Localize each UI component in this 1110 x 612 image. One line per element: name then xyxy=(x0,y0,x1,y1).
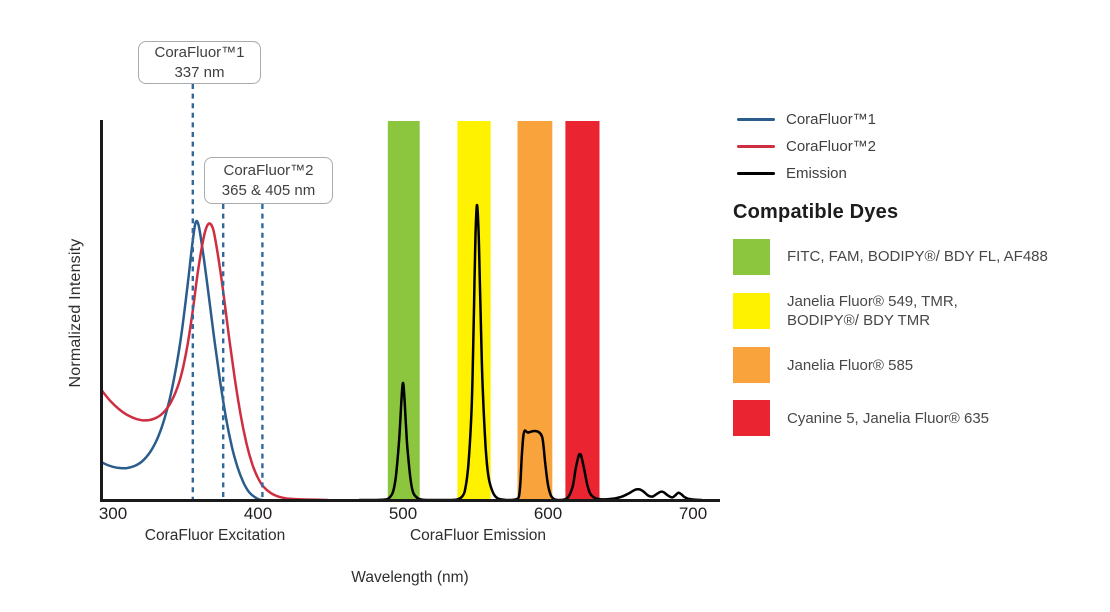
compatible-dyes-panel: Compatible Dyes FITC, FAM, BODIPY®/ BDY … xyxy=(733,201,1093,453)
y-axis-label: Normalized Intensity xyxy=(67,238,84,388)
dye-row-orange: Janelia Fluor® 585 xyxy=(733,347,1093,384)
compatible-dyes-heading: Compatible Dyes xyxy=(733,201,899,223)
dye-row-yellow: Janelia Fluor® 549, TMR, BODIPY®/ BDY TM… xyxy=(733,292,1093,330)
dye-label: Cyanine 5, Janelia Fluor® 635 xyxy=(787,409,989,428)
excitation-wavelength-markers xyxy=(191,84,264,499)
band-green xyxy=(387,121,420,500)
dye-label: Janelia Fluor® 585 xyxy=(787,356,913,375)
dye-label-line: Janelia Fluor® 549, TMR, xyxy=(787,293,958,310)
legend-label: Emission xyxy=(786,165,847,182)
legend: CoraFluor™1 CoraFluor™2 Emission xyxy=(737,110,876,191)
legend-item-corafluor2: CoraFluor™2 xyxy=(737,137,876,156)
legend-label: CoraFluor™1 xyxy=(786,111,877,128)
curve-excitation-1 xyxy=(100,219,264,502)
axes xyxy=(100,120,720,502)
legend-item-corafluor1: CoraFluor™1 xyxy=(737,110,876,129)
callout-corafluor2: CoraFluor™2 365 & 405 nm xyxy=(204,157,333,204)
legend-item-emission: Emission xyxy=(737,164,876,183)
legend-line-sample-blue xyxy=(737,118,775,121)
callout-corafluor2-title: CoraFluor™2 xyxy=(223,161,314,179)
x-axis-label: Wavelength (nm) xyxy=(351,569,469,586)
x-axis-section-label-excitation: CoraFluor Excitation xyxy=(144,527,286,544)
legend-line-sample-red xyxy=(737,145,775,148)
dye-row-red: Cyanine 5, Janelia Fluor® 635 xyxy=(733,400,1093,437)
dye-label-line: BODIPY®/ BDY TMR xyxy=(787,312,931,330)
callout-corafluor2-value: 365 & 405 nm xyxy=(221,181,316,199)
dye-swatch-red xyxy=(733,400,770,437)
emission-filter-bands xyxy=(387,121,600,500)
band-red xyxy=(565,121,600,500)
callout-corafluor1-title: CoraFluor™1 xyxy=(154,43,245,61)
dye-label: Janelia Fluor® 549, TMR, BODIPY®/ BDY TM… xyxy=(787,292,958,330)
dye-label-line: Cyanine 5, Janelia Fluor® 635 xyxy=(787,409,990,427)
curve-excitation-2 xyxy=(100,222,329,502)
x-axis-section-label-emission: CoraFluor Emission xyxy=(409,527,547,544)
legend-line-sample-black xyxy=(737,172,775,175)
dye-label-line: FITC, FAM, BODIPY®/ BDY FL, AF488 xyxy=(787,248,1048,266)
callout-corafluor1: CoraFluor™1 337 nm xyxy=(138,41,261,84)
spectra-curves xyxy=(100,203,703,502)
dye-row-green: FITC, FAM, BODIPY®/ BDY FL, AF488 xyxy=(733,239,1093,275)
legend-label: CoraFluor™2 xyxy=(786,138,877,155)
curve-emission xyxy=(358,203,703,502)
dye-swatch-orange xyxy=(733,347,770,384)
callout-corafluor1-value: 337 nm xyxy=(174,63,225,81)
dye-swatch-green xyxy=(733,239,770,275)
dye-label-line: Janelia Fluor® 585 xyxy=(787,356,914,374)
dye-swatch-yellow xyxy=(733,293,770,330)
dye-label: FITC, FAM, BODIPY®/ BDY FL, AF488 xyxy=(787,247,1048,266)
